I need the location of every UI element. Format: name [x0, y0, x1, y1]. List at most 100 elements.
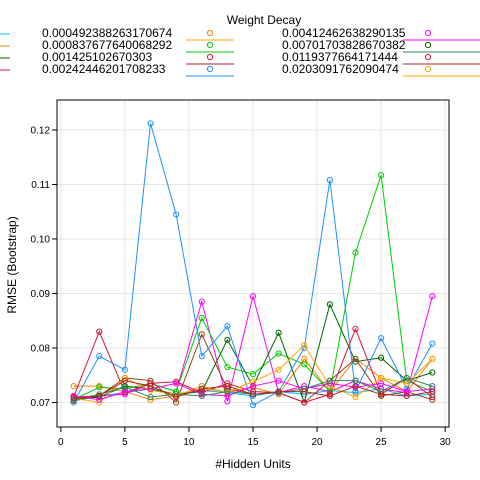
data-point: [326, 177, 333, 184]
data-point: [352, 393, 359, 401]
data-point: [429, 385, 436, 392]
y-tick-label: 0.12: [31, 125, 51, 136]
data-point: [198, 331, 205, 338]
data-point: [70, 392, 77, 400]
series-line: [73, 388, 433, 401]
data-point: [121, 384, 128, 391]
data-point: [301, 361, 308, 368]
data-point: [352, 355, 359, 362]
data-point: [70, 395, 77, 402]
data-point: [96, 353, 103, 360]
data-point: [173, 211, 180, 218]
data-point: [429, 388, 436, 395]
data-point: [301, 342, 308, 349]
data-point: [198, 392, 205, 400]
data-point: [249, 402, 257, 409]
legend-label: 0.0203091762090474: [282, 62, 399, 76]
legend-label: 0.0119377664171444: [282, 50, 398, 64]
data-point: [198, 298, 205, 305]
data-point: [275, 377, 282, 384]
data-point: [198, 353, 205, 360]
data-point: [249, 378, 257, 385]
data-point: [96, 392, 103, 400]
data-point: [403, 392, 410, 400]
data-point: [403, 388, 410, 395]
y-tick-label: 0.07: [31, 398, 51, 409]
data-point: [326, 301, 333, 308]
legend-point: [206, 65, 214, 73]
legend-point: [424, 65, 432, 73]
legend-label: 0.000492388263170674: [42, 26, 172, 40]
legend-point: [206, 29, 214, 37]
y-tick-label: 0.10: [31, 234, 51, 245]
data-point: [378, 380, 385, 387]
legend-point: [424, 41, 432, 49]
series-layer: [70, 120, 436, 409]
x-tick-label: 30: [440, 437, 452, 448]
data-point: [275, 350, 282, 357]
data-point: [198, 385, 205, 392]
data-point: [326, 392, 333, 400]
data-point: [198, 314, 205, 322]
data-point: [96, 384, 103, 391]
data-point: [275, 388, 282, 395]
data-point: [378, 172, 385, 179]
x-tick-label: 20: [311, 437, 323, 448]
x-tick-label: 10: [183, 437, 195, 448]
x-axis-label: #Hidden Units: [215, 457, 290, 471]
data-point: [147, 393, 154, 401]
data-point: [249, 391, 257, 398]
data-point: [147, 383, 154, 390]
data-point: [224, 363, 231, 371]
data-point: [173, 393, 180, 401]
y-tick-label: 0.08: [31, 343, 51, 354]
series: [70, 377, 436, 402]
y-tick-label: 0.09: [31, 289, 51, 300]
data-point: [275, 366, 282, 373]
data-point: [403, 374, 410, 382]
legend-label: 0.00412462638290135: [282, 26, 406, 40]
data-point: [429, 396, 436, 403]
legend-label: 0.00242446201708233: [42, 62, 166, 76]
data-point: [121, 377, 128, 384]
data-point: [173, 380, 180, 387]
legend-point: [206, 41, 214, 49]
data-point: [224, 336, 231, 343]
data-point: [326, 377, 333, 384]
legend-point: [424, 53, 432, 61]
data-point: [224, 323, 231, 330]
legend-label: 0.001425102670303: [42, 50, 152, 64]
x-tick-label: 25: [376, 437, 388, 448]
legend: Weight Decay 0.0004923882631706740.00083…: [0, 13, 480, 77]
legend-point: [424, 29, 432, 37]
data-point: [224, 392, 231, 400]
data-point: [121, 388, 128, 395]
legend-point: [206, 53, 214, 61]
data-point: [429, 340, 436, 347]
legend-label: 0.000837677640068292: [42, 38, 172, 52]
data-point: [70, 383, 77, 390]
axes: 0 5 10 15 20 25 30 0.07 0.08 0.09 0.10 0.11 0.12: [31, 99, 452, 448]
data-point: [249, 383, 257, 390]
data-point: [301, 388, 308, 395]
data-point: [352, 325, 359, 332]
grid: [57, 100, 449, 427]
x-tick-label: 0: [58, 437, 64, 448]
x-tick-label: 15: [247, 437, 259, 448]
data-point: [249, 371, 257, 378]
data-point: [378, 335, 385, 342]
series-line: [73, 123, 433, 406]
y-axis-label: RMSE (Bootstrap): [5, 216, 19, 313]
data-point: [429, 293, 436, 300]
legend-title: Weight Decay: [227, 13, 301, 27]
data-point: [121, 366, 128, 373]
legend-label: 0.00701703828670382: [282, 38, 406, 52]
x-tick-label: 5: [122, 437, 128, 448]
data-point: [429, 355, 436, 362]
series-line: [73, 380, 433, 399]
data-point: [147, 120, 154, 127]
data-point: [301, 399, 308, 406]
data-point: [275, 329, 282, 336]
data-point: [70, 399, 77, 406]
data-point: [378, 354, 385, 361]
